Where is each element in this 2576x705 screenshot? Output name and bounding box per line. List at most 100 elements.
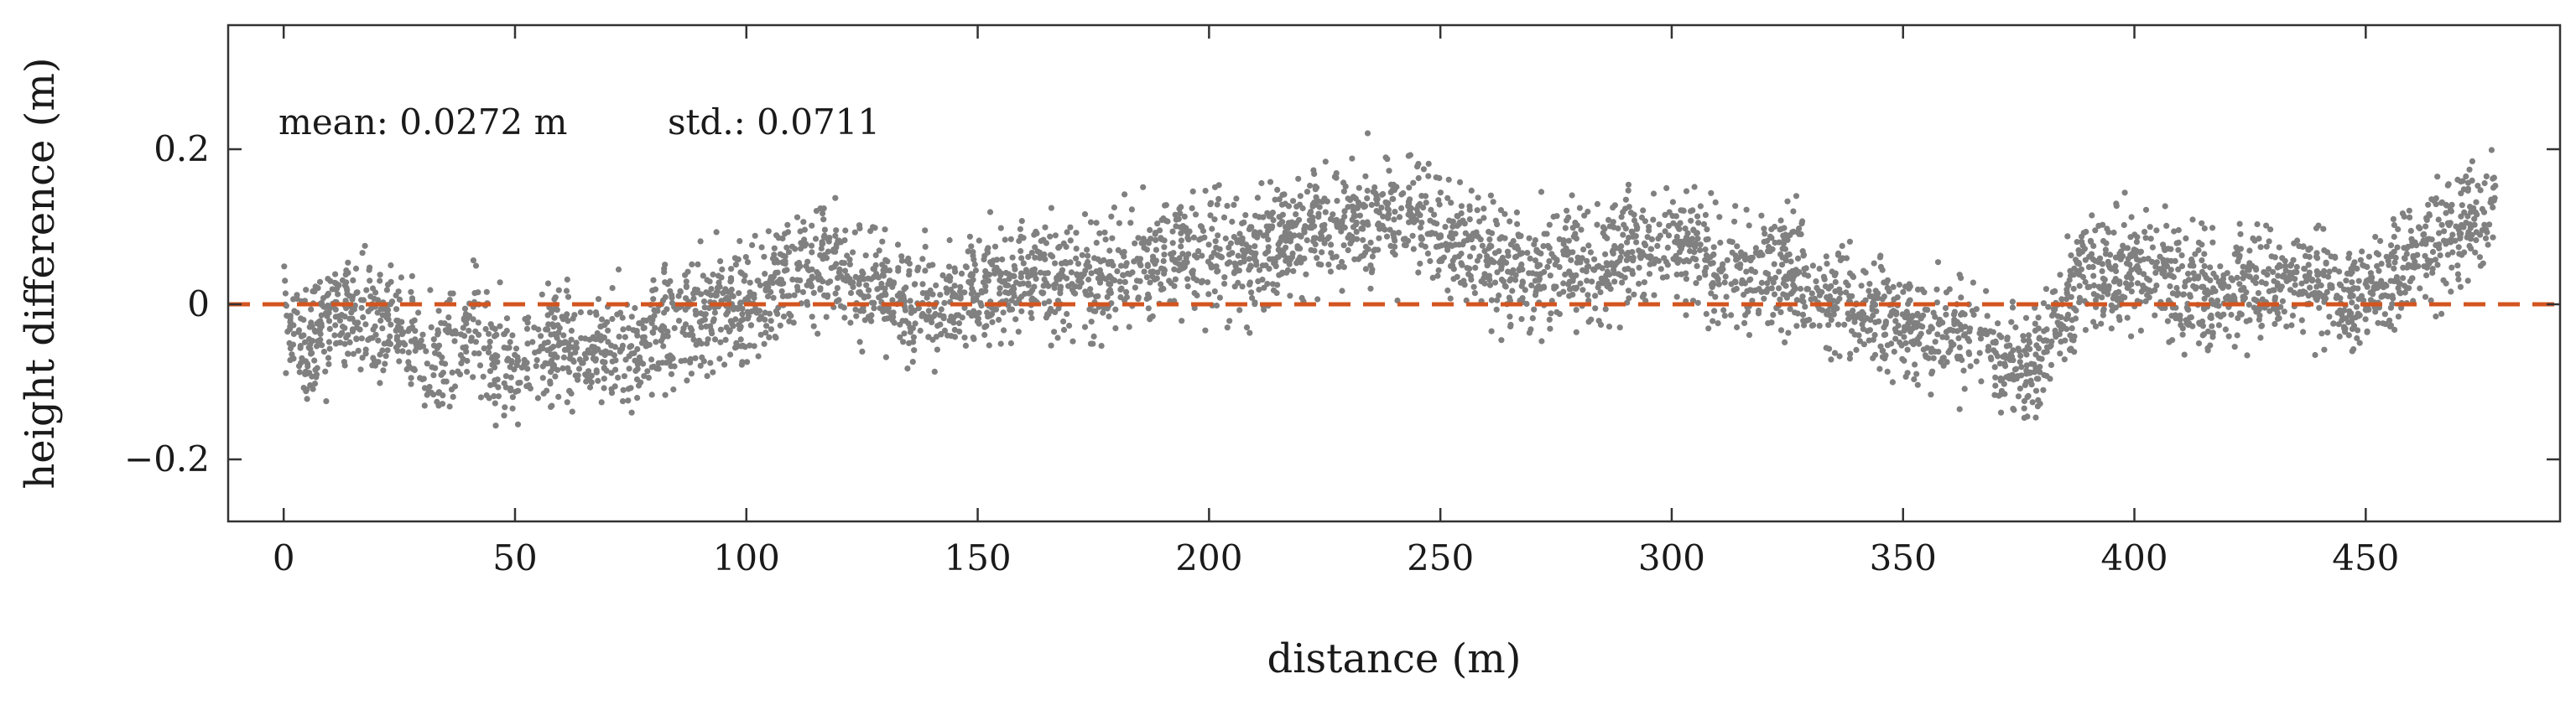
data-point	[2010, 357, 2017, 364]
data-point	[1017, 270, 1025, 277]
data-point	[569, 344, 576, 350]
data-point	[2128, 281, 2135, 288]
data-point	[2429, 269, 2436, 276]
data-point	[2471, 215, 2478, 222]
data-point	[2288, 322, 2295, 329]
data-point	[566, 369, 573, 376]
data-point	[377, 272, 383, 278]
data-point	[825, 279, 831, 286]
data-point	[2142, 235, 2149, 241]
data-point	[771, 245, 778, 251]
data-point	[494, 359, 501, 365]
data-point	[820, 216, 827, 223]
data-point	[2363, 277, 2370, 284]
data-point	[1697, 203, 1704, 210]
data-point	[1578, 226, 1585, 233]
data-point	[690, 295, 697, 302]
data-point	[365, 336, 372, 343]
data-point	[1168, 280, 1174, 287]
data-point	[1566, 269, 1573, 276]
data-point	[698, 291, 705, 298]
data-point	[2124, 314, 2131, 321]
data-point	[395, 288, 402, 295]
data-point	[2391, 265, 2397, 272]
data-point	[721, 361, 728, 368]
data-point	[539, 291, 545, 298]
data-point	[311, 357, 318, 364]
data-point	[1891, 348, 1897, 355]
data-point	[2163, 263, 2171, 270]
data-point	[1787, 306, 1793, 313]
data-point	[1406, 184, 1413, 191]
data-point	[2138, 288, 2145, 295]
data-point	[2018, 364, 2025, 371]
data-point	[791, 292, 798, 298]
data-point	[1777, 327, 1785, 334]
data-point	[1184, 276, 1191, 283]
data-point	[1828, 356, 1834, 363]
data-point	[1307, 182, 1314, 189]
data-point	[1821, 276, 1828, 283]
data-point	[890, 314, 897, 320]
data-point	[2090, 319, 2097, 325]
data-point	[2360, 297, 2367, 303]
data-point	[1847, 350, 1854, 357]
data-point	[1364, 219, 1371, 225]
data-point	[315, 285, 321, 292]
data-point	[1449, 223, 1456, 230]
data-point	[1170, 250, 1177, 257]
data-point	[1211, 216, 1218, 223]
data-point	[2258, 323, 2265, 329]
data-point	[341, 362, 348, 369]
data-point	[625, 386, 632, 392]
data-point	[2426, 211, 2433, 218]
data-point	[1367, 285, 1374, 292]
data-point	[1939, 334, 1946, 340]
data-point	[2266, 238, 2272, 245]
data-point	[1033, 230, 1040, 236]
data-point	[1957, 321, 1964, 328]
data-point	[2405, 243, 2412, 250]
data-point	[1546, 316, 1553, 323]
data-point	[1684, 230, 1691, 236]
data-point	[1135, 294, 1142, 301]
data-point	[1870, 336, 1876, 343]
data-point	[725, 288, 731, 295]
data-point	[1882, 352, 1889, 359]
data-point	[2433, 201, 2439, 208]
data-point	[625, 324, 632, 332]
data-point	[2022, 314, 2030, 321]
data-point	[1394, 297, 1401, 304]
data-point	[1800, 251, 1808, 258]
data-point	[1806, 316, 1813, 324]
data-point	[2272, 297, 2278, 303]
data-point	[2074, 260, 2080, 267]
data-point	[470, 374, 476, 381]
data-point	[1005, 282, 1012, 289]
data-point	[828, 265, 835, 272]
data-point	[2213, 302, 2220, 308]
data-point	[2350, 285, 2357, 292]
data-point	[1611, 262, 1618, 268]
data-point	[689, 261, 695, 267]
data-point	[435, 390, 442, 397]
data-point	[863, 282, 870, 288]
data-point	[715, 272, 722, 279]
data-point	[449, 369, 455, 376]
data-point	[1535, 249, 1542, 256]
data-point	[345, 259, 351, 266]
data-point	[1546, 258, 1553, 265]
data-point	[1067, 237, 1074, 244]
data-point	[310, 386, 316, 392]
data-point	[1800, 318, 1807, 324]
data-point	[1065, 283, 1072, 289]
data-point	[841, 267, 849, 274]
data-point	[1141, 245, 1147, 251]
data-point	[948, 314, 955, 320]
data-point	[785, 249, 793, 256]
data-point	[1790, 208, 1797, 215]
data-point	[1380, 213, 1387, 220]
data-point	[2422, 238, 2429, 245]
data-point	[1516, 266, 1522, 272]
data-point	[1280, 247, 1287, 254]
